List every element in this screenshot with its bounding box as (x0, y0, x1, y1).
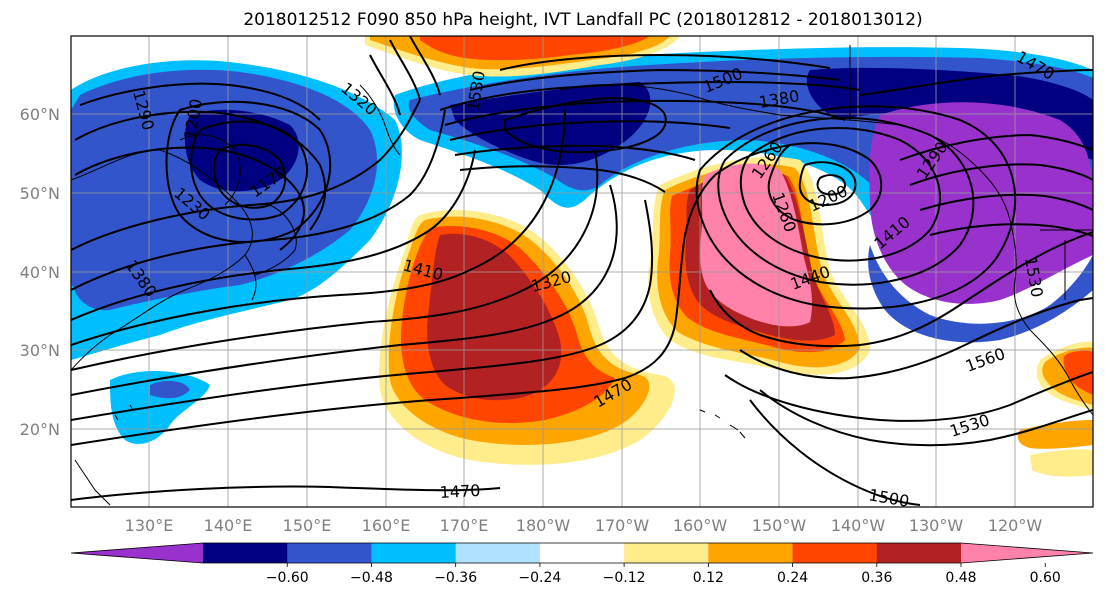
colorbar-segment (203, 543, 288, 563)
colorbar-outline (70, 542, 1094, 564)
colorbar: −0.60 −0.48 −0.36 −0.24 −0.12 0.12 0.24 0.36 0.4… (70, 542, 1094, 586)
ivt-shading-central-pos-darkred (427, 233, 562, 401)
colorbar-tick-label: 0.48 (945, 570, 976, 586)
colorbar-extend-low (71, 543, 203, 563)
colorbar-segment (539, 543, 625, 563)
colorbar-tick-label: 0.12 (693, 570, 724, 586)
ivt-shading-east-purple (869, 102, 1093, 304)
latitude-labels: 60°N 50°N 40°N 30°N 20°N (20, 105, 60, 439)
colorbar-tick-label: −0.60 (266, 570, 309, 586)
map-frame (70, 35, 1094, 508)
lon-label: 130°E (125, 516, 174, 535)
contour-label: 1500 (867, 485, 910, 511)
lon-label: 180°W (516, 516, 571, 535)
colorbar-segment (708, 543, 794, 563)
lat-label: 60°N (20, 105, 60, 124)
lon-label: 150°W (752, 516, 807, 535)
ivt-shading-south-mid (150, 380, 190, 399)
lat-label: 30°N (20, 341, 60, 360)
ivt-shading-east-pos-pink (700, 163, 813, 327)
colorbar-tick-label: −0.24 (518, 570, 561, 586)
height-contours (71, 36, 1093, 506)
lat-label: 20°N (20, 420, 60, 439)
lat-label: 40°N (20, 263, 60, 282)
lon-label: 150°E (283, 516, 332, 535)
lon-label: 140°W (831, 516, 886, 535)
colorbar-segment (371, 543, 457, 563)
lon-label: 160°W (673, 516, 728, 535)
colorbar-segment (876, 543, 962, 563)
colorbar-tick-label: −0.36 (434, 570, 477, 586)
ivt-shading-east-mid (868, 245, 1093, 343)
lon-label: 170°W (595, 516, 650, 535)
lon-label: 130°W (909, 516, 964, 535)
ivt-shading-mexico-south-2 (1030, 449, 1093, 477)
colorbar-tick-label: −0.12 (603, 570, 646, 586)
lon-label: 140°E (204, 516, 253, 535)
colorbar-tick-label: −0.48 (350, 570, 393, 586)
figure-title: 2018012512 F090 850 hPa height, IVT Land… (243, 10, 922, 30)
colorbar-segment (792, 543, 878, 563)
lon-label: 120°W (988, 516, 1043, 535)
map-panel: 1320 1530 1500 1380 1470 1290 1200 1170 … (71, 36, 1093, 511)
colorbar-segment (455, 543, 541, 563)
colorbar-segment (624, 543, 709, 563)
colorbar-tick-label: 0.60 (1030, 570, 1061, 586)
lon-label: 170°E (440, 516, 489, 535)
colorbar-tick-label: 0.36 (861, 570, 892, 586)
longitude-labels: 130°E 140°E 150°E 160°E 170°E 180°W 170°… (125, 516, 1043, 535)
colorbar-tick-label: 0.24 (777, 570, 808, 586)
lon-label: 160°E (362, 516, 411, 535)
ivt-shading-mexico-red (1063, 350, 1093, 395)
contour-label: 1470 (439, 481, 481, 502)
colorbar-extend-high (961, 543, 1093, 563)
ivt-shading-north-pos-red (420, 36, 650, 61)
lat-label: 50°N (20, 184, 60, 203)
colorbar-segment (287, 543, 372, 563)
